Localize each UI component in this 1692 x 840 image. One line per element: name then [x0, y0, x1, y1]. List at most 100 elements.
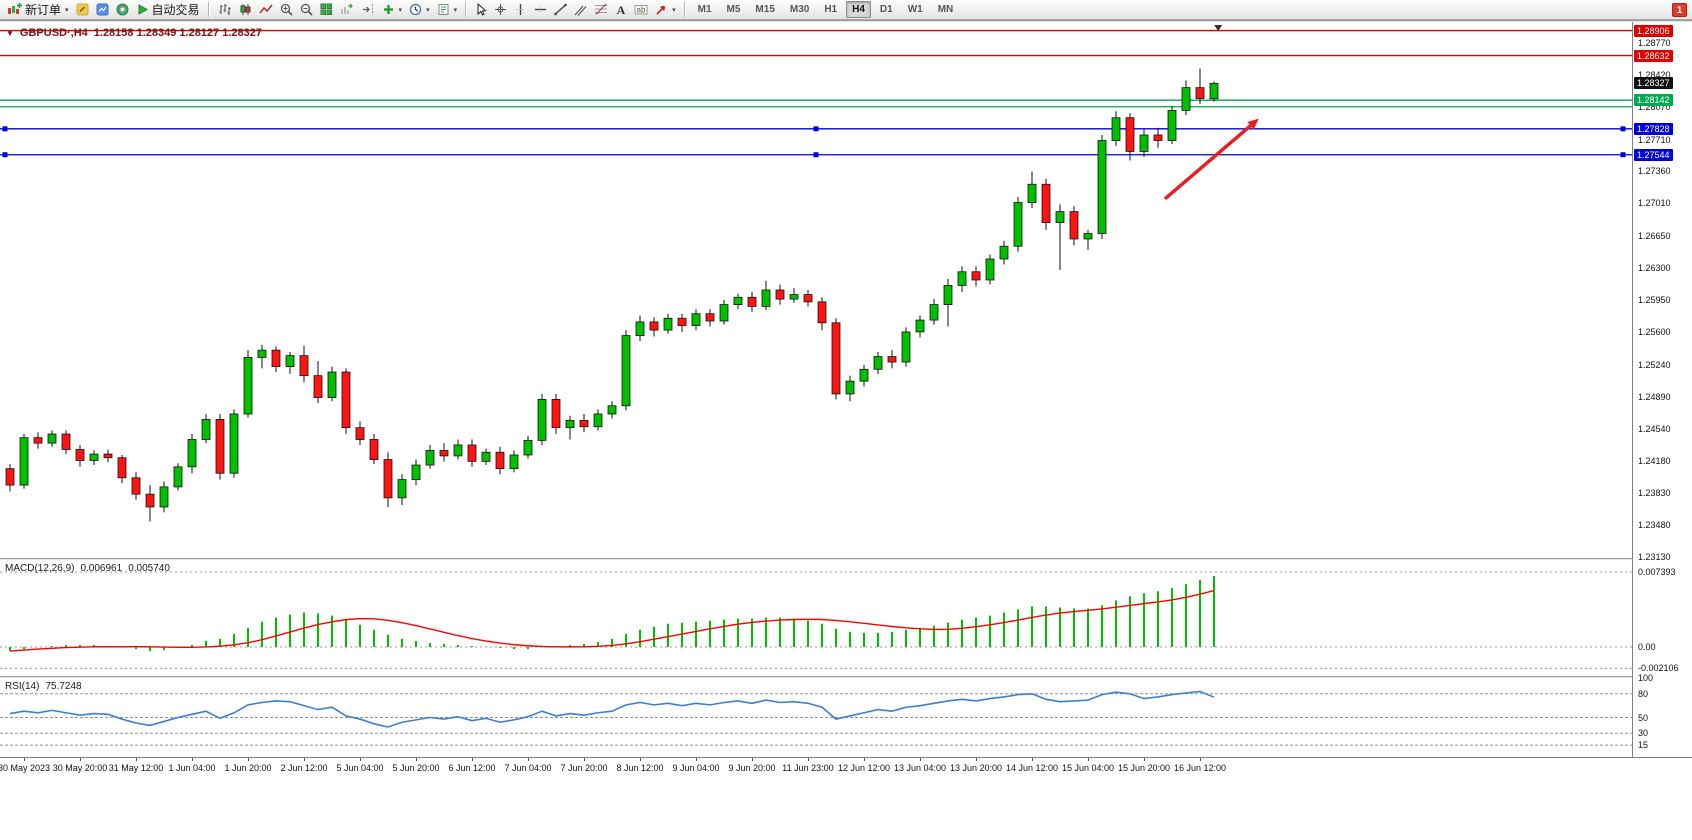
trendline-button[interactable]	[551, 1, 570, 19]
bar-chart-button[interactable]	[215, 1, 235, 19]
rsi-chart[interactable]	[0, 678, 1632, 757]
candle	[75, 444, 85, 467]
tile-windows-button[interactable]	[317, 1, 336, 19]
time-label: 16 Jun 12:00	[1173, 763, 1227, 773]
horizontal-line-button[interactable]	[531, 1, 550, 19]
cursor-button[interactable]	[472, 1, 490, 19]
timeframe-d1-button[interactable]: D1	[879, 4, 893, 15]
time-axis[interactable]: 30 May 2023 30 May 20:00 31 May 12:00 1 Jun…	[0, 757, 1692, 777]
candle	[89, 450, 99, 466]
rsi-label: RSI(14) 75.7248	[5, 681, 82, 692]
zoom-in-button[interactable]	[277, 1, 296, 19]
time-label: 15 Jun 04:00	[1061, 763, 1115, 773]
panel-splitter[interactable]	[0, 676, 1692, 678]
price-tick: 1.23830	[1638, 488, 1671, 499]
macd-tick: 0.007393	[1638, 567, 1676, 578]
candle	[789, 288, 799, 303]
price-tick: 1.28770	[1638, 37, 1671, 48]
dropdown-caret-icon[interactable]: ▾	[398, 6, 403, 14]
metaeditor-button[interactable]	[73, 1, 92, 19]
candle	[915, 315, 925, 338]
text-label-button[interactable]: ab	[631, 1, 651, 19]
channel-button[interactable]	[571, 1, 590, 19]
candle	[1153, 127, 1163, 148]
price-tick: 1.25240	[1638, 359, 1671, 370]
candle	[19, 434, 29, 489]
svg-text:A: A	[617, 3, 626, 16]
time-tick	[416, 758, 417, 761]
vertical-line-button[interactable]	[511, 1, 530, 19]
time-tick	[136, 758, 137, 761]
notification-badge[interactable]: 1	[1672, 3, 1687, 17]
dropdown-caret-icon[interactable]: ▾	[672, 6, 676, 14]
timeframe-mn-button[interactable]: MN	[937, 4, 954, 15]
candle	[33, 432, 43, 449]
periods-icon	[409, 3, 422, 16]
fibonacci-button[interactable]	[591, 1, 611, 19]
toolbar-separator	[683, 2, 686, 17]
vertical-line-icon	[514, 3, 527, 16]
timeframe-h1-button[interactable]: H1	[824, 4, 838, 15]
price-chart-panel[interactable]: ▼ GBPUSD·,H4 1.28158 1.28349 1.28127 1.2…	[0, 22, 1632, 558]
candle	[145, 485, 155, 522]
candle	[607, 401, 617, 419]
hline-1.27544[interactable]	[0, 152, 1632, 158]
macd-panel[interactable]: MACD(12,26,9) 0.006961 0.005740	[0, 560, 1632, 676]
window-top-border	[0, 20, 1692, 22]
timeframe-m30-button[interactable]: M30	[789, 4, 810, 15]
price-tick: 1.24540	[1638, 423, 1671, 434]
navigator-button[interactable]	[113, 1, 132, 19]
macd-chart[interactable]	[0, 560, 1632, 676]
candle	[537, 393, 547, 445]
templates-button[interactable]: ▾	[434, 1, 461, 19]
crosshair-button[interactable]	[491, 1, 510, 19]
dropdown-caret-icon[interactable]: ▾	[65, 6, 69, 14]
auto-scroll-button[interactable]	[337, 1, 357, 19]
trend-arrow[interactable]	[1163, 118, 1259, 201]
zoom-out-button[interactable]	[297, 1, 316, 19]
candle	[1139, 129, 1149, 157]
candle	[159, 481, 169, 513]
candle	[1027, 171, 1037, 208]
zoom-in-icon	[280, 3, 293, 16]
timeframe-m15-button[interactable]: M15	[755, 4, 775, 15]
time-tick	[976, 758, 977, 761]
indicators-button[interactable]: ▾	[379, 1, 406, 19]
timeframe-h4-button[interactable]: H4	[846, 1, 871, 18]
candle	[887, 350, 897, 369]
timeframe-w1-button[interactable]: W1	[907, 4, 923, 15]
price-tick: 1.23480	[1638, 520, 1671, 531]
hline-1.27828[interactable]	[0, 126, 1632, 132]
market-watch-button[interactable]	[93, 1, 112, 19]
price-tick: 1.27360	[1638, 166, 1671, 177]
timeframe-m5-button[interactable]: M5	[726, 4, 741, 15]
candle	[215, 413, 225, 480]
auto-trading-button[interactable]: 自动交易	[133, 1, 203, 19]
candle	[131, 472, 141, 500]
candlestick-chart-button[interactable]	[236, 1, 255, 19]
timeframe-m1-button[interactable]: M1	[697, 4, 712, 15]
text-button[interactable]: A	[612, 1, 630, 19]
templates-icon	[437, 3, 450, 16]
arrows-button[interactable]: ▾	[652, 1, 679, 19]
candle	[1041, 178, 1051, 230]
one-click-trading-toggle[interactable]: ▼	[6, 28, 14, 38]
dropdown-caret-icon[interactable]: ▾	[426, 6, 430, 14]
rsi-panel[interactable]: RSI(14) 75.7248	[0, 678, 1632, 757]
price-chart[interactable]	[0, 22, 1632, 558]
time-label: 31 May 12:00	[108, 763, 164, 773]
time-label: 2 Jun 12:00	[280, 763, 328, 773]
price-scale[interactable]: 1.28770 1.28420 1.28070 1.27710 1.27360 1.270…	[1632, 22, 1692, 757]
time-label: 6 Jun 12:00	[448, 763, 496, 773]
candle	[299, 345, 309, 383]
periods-button[interactable]: ▾	[406, 1, 433, 19]
panel-splitter[interactable]	[0, 558, 1692, 560]
time-tick	[528, 758, 529, 761]
candlestick-icon	[239, 3, 252, 16]
dropdown-caret-icon[interactable]: ▾	[453, 6, 458, 14]
chart-shift-button[interactable]	[358, 1, 378, 19]
price-tick: 1.26650	[1638, 231, 1671, 242]
line-chart-button[interactable]	[256, 1, 276, 19]
rsi-value: 75.7248	[45, 681, 82, 692]
new-order-button[interactable]: 新订单 ▾	[4, 1, 72, 19]
